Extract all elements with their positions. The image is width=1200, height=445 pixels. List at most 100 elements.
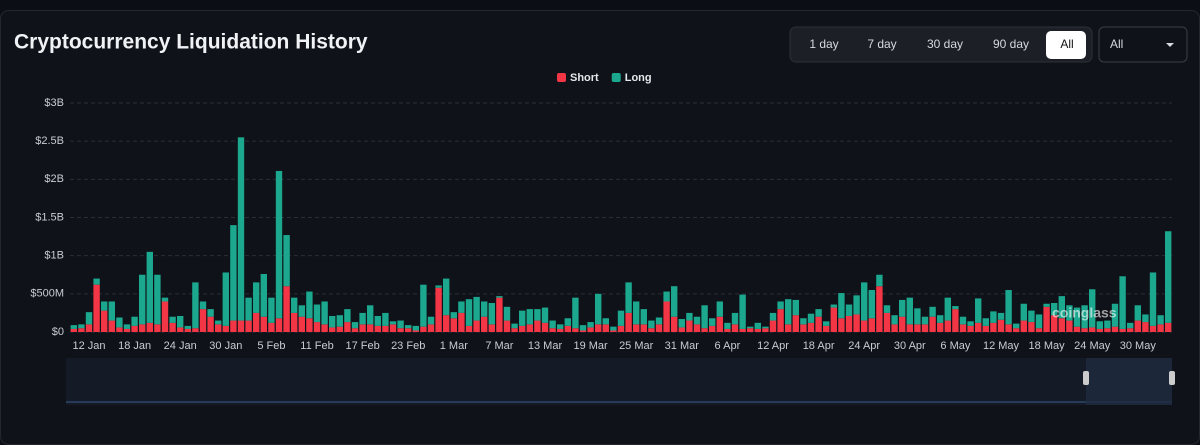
bar-segment[interactable] — [1058, 296, 1065, 319]
bar-segment[interactable] — [534, 309, 541, 321]
bar-segment[interactable] — [481, 301, 488, 317]
bar-segment[interactable] — [359, 324, 366, 332]
bar-segment[interactable] — [663, 301, 670, 332]
bar-segment[interactable] — [602, 324, 609, 332]
bar-segment[interactable] — [1028, 310, 1035, 323]
bar-segment[interactable] — [633, 324, 640, 332]
bar-segment[interactable] — [975, 322, 982, 332]
bar-segment[interactable] — [1043, 306, 1050, 332]
bar-segment[interactable] — [108, 301, 115, 321]
bar-segment[interactable] — [944, 297, 951, 321]
bar-segment[interactable] — [967, 325, 974, 332]
bar-segment[interactable] — [785, 324, 792, 332]
bar-segment[interactable] — [443, 315, 450, 332]
bar-segment[interactable] — [952, 306, 959, 310]
bar-segment[interactable] — [1119, 276, 1126, 329]
bar-segment[interactable] — [686, 320, 693, 332]
bar-segment[interactable] — [253, 282, 260, 313]
bar-segment[interactable] — [769, 312, 777, 321]
bar-segment[interactable] — [579, 330, 587, 332]
bar-segment[interactable] — [1165, 231, 1172, 323]
bar-segment[interactable] — [412, 325, 419, 331]
bar-segment[interactable] — [807, 322, 815, 332]
bar-segment[interactable] — [465, 299, 473, 326]
bar-segment[interactable] — [693, 324, 701, 332]
bar-segment[interactable] — [1035, 314, 1043, 329]
bar-segment[interactable] — [397, 320, 404, 329]
bar-segment[interactable] — [997, 319, 1005, 332]
bar-segment[interactable] — [101, 310, 108, 332]
bar-segment[interactable] — [747, 326, 754, 329]
bar-segment[interactable] — [367, 324, 374, 332]
bar-segment[interactable] — [78, 324, 85, 329]
bar-segment[interactable] — [838, 318, 845, 332]
bar-segment[interactable] — [830, 307, 837, 332]
bar-segment[interactable] — [1073, 307, 1081, 327]
bar-segment[interactable] — [595, 324, 602, 332]
bar-segment[interactable] — [389, 321, 397, 325]
bar-segment[interactable] — [458, 301, 465, 313]
bar-segment[interactable] — [473, 296, 480, 321]
bar-segment[interactable] — [473, 320, 480, 332]
bar-segment[interactable] — [237, 137, 245, 321]
bar-segment[interactable] — [800, 324, 807, 332]
bar-segment[interactable] — [549, 320, 556, 329]
bar-segment[interactable] — [990, 311, 997, 323]
bar-segment[interactable] — [579, 325, 587, 331]
bar-segment[interactable] — [177, 327, 184, 332]
bar-segment[interactable] — [192, 282, 199, 329]
bar-segment[interactable] — [1089, 327, 1096, 332]
bar-segment[interactable] — [146, 251, 153, 323]
bar-segment[interactable] — [747, 328, 754, 332]
navigator-handle[interactable] — [1083, 371, 1089, 385]
bar-segment[interactable] — [648, 328, 655, 332]
bar-segment[interactable] — [762, 326, 769, 329]
range-button[interactable]: 7 day — [867, 37, 896, 51]
bar-segment[interactable] — [633, 301, 640, 325]
bar-segment[interactable] — [921, 324, 929, 332]
bar-segment[interactable] — [306, 318, 313, 332]
bar-segment[interactable] — [1157, 324, 1164, 332]
bar-segment[interactable] — [610, 326, 617, 331]
bar-segment[interactable] — [93, 284, 100, 332]
bar-segment[interactable] — [1066, 320, 1073, 332]
bar-segment[interactable] — [617, 310, 625, 326]
bar-segment[interactable] — [1013, 323, 1020, 329]
bar-segment[interactable] — [1020, 320, 1027, 332]
bar-segment[interactable] — [655, 317, 663, 325]
bar-segment[interactable] — [199, 301, 207, 310]
bar-segment[interactable] — [671, 286, 678, 317]
bar-segment[interactable] — [1005, 324, 1012, 332]
bar-segment[interactable] — [237, 320, 245, 332]
bar-segment[interactable] — [1005, 290, 1012, 325]
bar-segment[interactable] — [967, 321, 974, 326]
bar-segment[interactable] — [739, 294, 746, 329]
bar-segment[interactable] — [139, 324, 146, 332]
bar-segment[interactable] — [1058, 318, 1065, 332]
bar-segment[interactable] — [587, 322, 594, 328]
bar-segment[interactable] — [526, 324, 533, 332]
bar-segment[interactable] — [1119, 328, 1126, 332]
range-button[interactable]: All — [1060, 37, 1073, 51]
bar-segment[interactable] — [937, 315, 944, 323]
bar-segment[interactable] — [1165, 322, 1172, 332]
bar-segment[interactable] — [496, 297, 503, 332]
bar-segment[interactable] — [85, 324, 93, 332]
bar-segment[interactable] — [937, 322, 944, 332]
bar-segment[interactable] — [481, 316, 488, 332]
bar-segment[interactable] — [1149, 272, 1157, 326]
bar-segment[interactable] — [716, 316, 723, 332]
bar-segment[interactable] — [625, 282, 632, 313]
bar-segment[interactable] — [899, 316, 906, 332]
bar-segment[interactable] — [435, 285, 442, 288]
bar-segment[interactable] — [131, 325, 138, 332]
bar-segment[interactable] — [329, 315, 336, 328]
bar-segment[interactable] — [868, 318, 875, 332]
bar-segment[interactable] — [557, 324, 564, 329]
bar-segment[interactable] — [564, 318, 571, 326]
legend-label[interactable]: Short — [570, 72, 599, 84]
bar-segment[interactable] — [830, 304, 837, 308]
bar-segment[interactable] — [283, 286, 290, 332]
bar-segment[interactable] — [534, 320, 541, 332]
bar-segment[interactable] — [709, 318, 716, 326]
